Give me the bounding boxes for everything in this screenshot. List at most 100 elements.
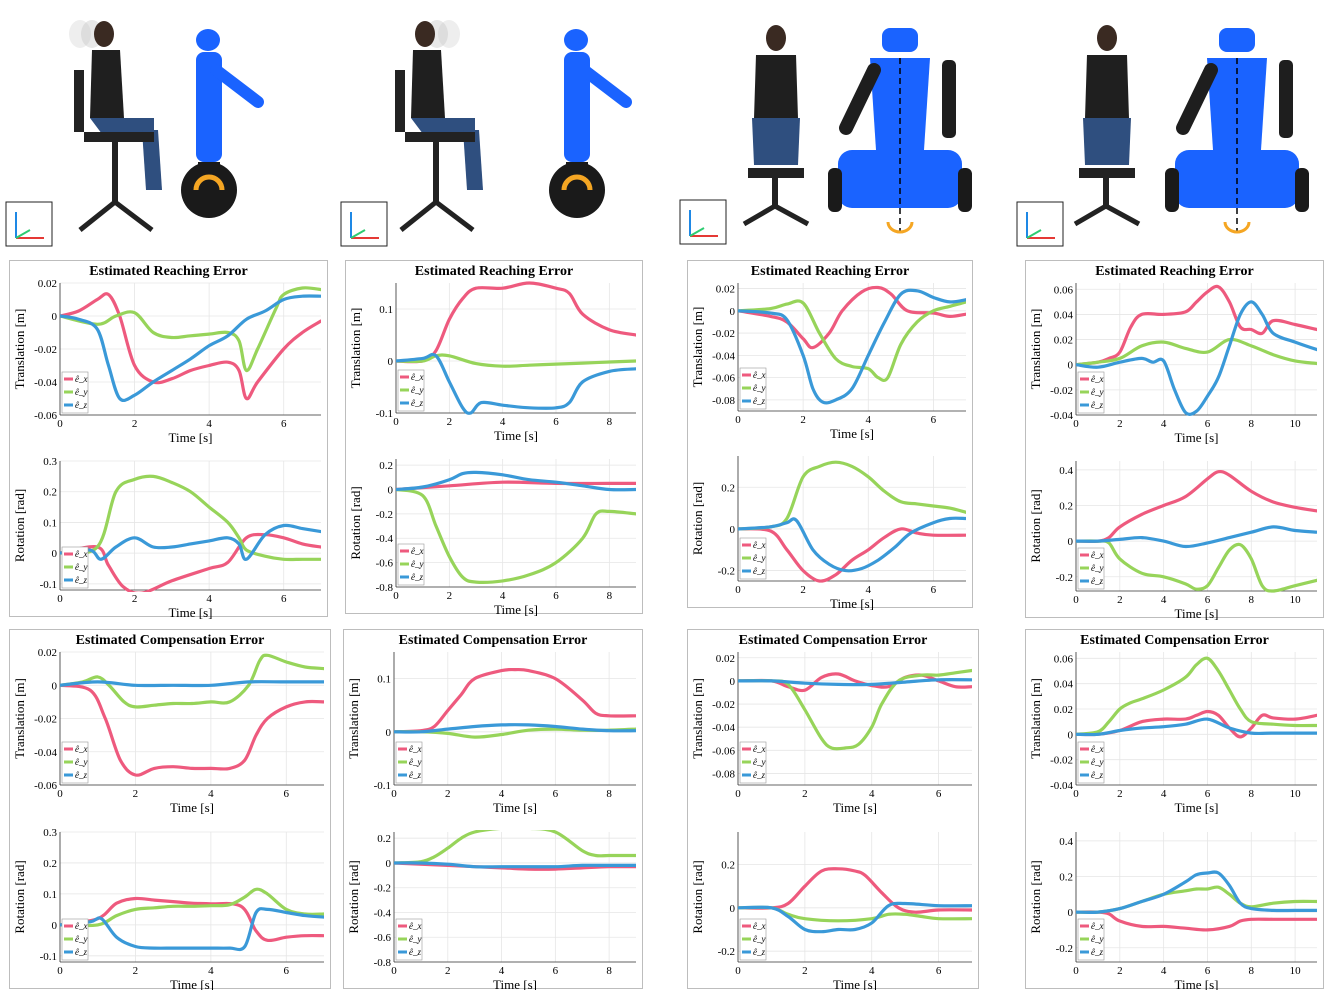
x-tick-label: 0: [1073, 594, 1079, 606]
robot-torso: [196, 52, 222, 162]
x-tick-label: 0: [1073, 965, 1079, 977]
x-tick-label: 0: [57, 965, 63, 977]
series-line-3: [396, 352, 636, 415]
panel-title: Estimated Compensation Error: [738, 633, 928, 648]
legend-label: ê_x: [1091, 374, 1104, 384]
x-tick-label: 2: [802, 965, 808, 977]
x-axis-label: Time [s]: [1175, 430, 1219, 445]
robot-head: [882, 28, 918, 52]
chart-panel-5: Estimated Compensation Error 0 2 4 6 -0.06 -0…: [9, 629, 331, 990]
y-tick-label: 0.2: [721, 860, 735, 872]
y-axis-label: Translation [m]: [1028, 678, 1043, 759]
legend-label: ê_y: [75, 757, 88, 767]
y-axis-label: Rotation [rad]: [690, 482, 705, 555]
x-tick-label: 8: [606, 788, 612, 800]
panel-title: Estimated Reaching Error: [89, 264, 248, 279]
x-tick-label: 8: [1249, 965, 1255, 977]
chart-panel-4: Estimated Reaching Error 0 2 4 6 8 10 -0.04 -0.…: [1025, 260, 1324, 621]
y-tick-label: 0.1: [377, 674, 391, 686]
x-tick-label: 6: [553, 416, 559, 428]
x-axis-label: Time [s]: [169, 605, 213, 620]
y-tick-label: 0.2: [1059, 872, 1073, 884]
robot-wheel-right: [1295, 168, 1309, 212]
x-tick-label: 2: [447, 590, 453, 602]
y-tick-label: 0: [52, 548, 58, 560]
y-tick-label: 0: [1068, 729, 1074, 741]
x-axis-label: Time [s]: [1175, 606, 1219, 621]
chair-base: [399, 198, 475, 232]
x-tick-label: 0: [1073, 788, 1079, 800]
x-tick-label: 8: [1249, 594, 1255, 606]
lower-legs: [463, 130, 483, 190]
legend-label: ê_x: [1091, 744, 1104, 754]
subplot: 0 2 4 6 8 10 -0.04 -0.02 0 0.02 0.04 0.06 Time [s] Tr…: [1028, 283, 1317, 445]
head: [766, 25, 786, 51]
legend-label: ê_x: [75, 549, 88, 559]
series-line-3: [60, 907, 324, 952]
y-tick-label: -0.4: [374, 907, 392, 919]
series-line-2: [60, 474, 321, 562]
x-tick-label: 2: [1117, 594, 1123, 606]
series-line-2: [396, 353, 636, 368]
torso: [754, 55, 798, 118]
y-tick-label: -0.2: [1056, 943, 1073, 955]
illustration-4: [999, 0, 1333, 250]
x-tick-label: 8: [1249, 788, 1255, 800]
legend-label: ê_y: [75, 387, 88, 397]
chair-back: [395, 70, 405, 132]
x-tick-label: 4: [1161, 788, 1167, 800]
y-tick-label: -0.04: [34, 377, 57, 389]
rotation-arrow: [561, 174, 593, 191]
y-axis-label: Translation [m]: [12, 309, 27, 390]
x-tick-label: 6: [281, 418, 287, 430]
x-tick-label: 2: [1117, 965, 1123, 977]
x-tick-label: 4: [208, 788, 214, 800]
x-axis-label: Time [s]: [1175, 800, 1219, 815]
x-tick-label: 4: [500, 590, 506, 602]
y-tick-label: 0.2: [377, 833, 391, 845]
robot-arm-right: [1279, 60, 1293, 138]
robot-wheel-right: [958, 168, 972, 212]
y-tick-label: 0: [730, 306, 736, 318]
x-tick-label: 4: [206, 593, 212, 605]
subplot: 0 2 4 6 8 -0.8 -0.6 -0.4 -0.2 0 0.2 Time [s] Rotatio…: [348, 459, 636, 617]
x-tick-label: 2: [133, 965, 139, 977]
y-tick-label: -0.04: [34, 747, 57, 759]
series-line-2: [1076, 656, 1317, 736]
person-illustration: [69, 20, 162, 232]
series-line-3: [738, 901, 972, 934]
y-axis-label: Translation [m]: [1028, 309, 1043, 390]
torso: [1085, 55, 1129, 118]
x-tick-label: 4: [869, 788, 875, 800]
panel-title: Estimated Compensation Error: [398, 633, 588, 648]
legend-label: ê_x: [75, 374, 88, 384]
robot-wheel-left: [1165, 168, 1179, 212]
legend-label: ê_z: [411, 398, 423, 408]
series-line-1: [1076, 709, 1317, 739]
series-line-1: [1076, 284, 1317, 367]
reference-frame-box: [679, 199, 727, 245]
x-tick-label: 6: [931, 584, 937, 596]
x-tick-label: 2: [1117, 788, 1123, 800]
chair-post: [112, 142, 118, 202]
legend-label: ê_x: [409, 921, 422, 931]
subplot: 0 2 4 6 8 10 -0.04 -0.02 0 0.02 0.04 0.06 Time [s] Tr…: [1028, 652, 1317, 815]
y-tick-label: -0.02: [1050, 385, 1073, 397]
panel-plots: 0 2 4 6 -0.08 -0.06 -0.04 -0.02 0 0.02 Time [s] Tra…: [690, 652, 972, 990]
chart-panel-3: Estimated Reaching Error 0 2 4 6 -0.08 -0.06 -…: [687, 260, 973, 611]
y-tick-label: 0.02: [38, 278, 57, 290]
series-line-3: [738, 288, 966, 405]
rotation-arrow: [886, 221, 914, 234]
human-robot-front-view-illustration: [679, 25, 972, 245]
series-line-3: [396, 470, 636, 492]
chart-panel-2: Estimated Reaching Error 0 2 4 6 8 -0.1 0 0.1 Ti…: [345, 260, 643, 617]
legend-label: ê_x: [753, 744, 766, 754]
x-tick-label: 0: [1073, 418, 1079, 430]
legend-label: ê_y: [753, 934, 766, 944]
y-axis-label: Translation [m]: [12, 678, 27, 759]
y-tick-label: 0: [730, 524, 736, 536]
panel-title: Estimated Reaching Error: [1095, 264, 1254, 279]
subplot: 0 2 4 6 -0.06 -0.04 -0.02 0 0.02 Time [s] Translat…: [12, 278, 321, 445]
